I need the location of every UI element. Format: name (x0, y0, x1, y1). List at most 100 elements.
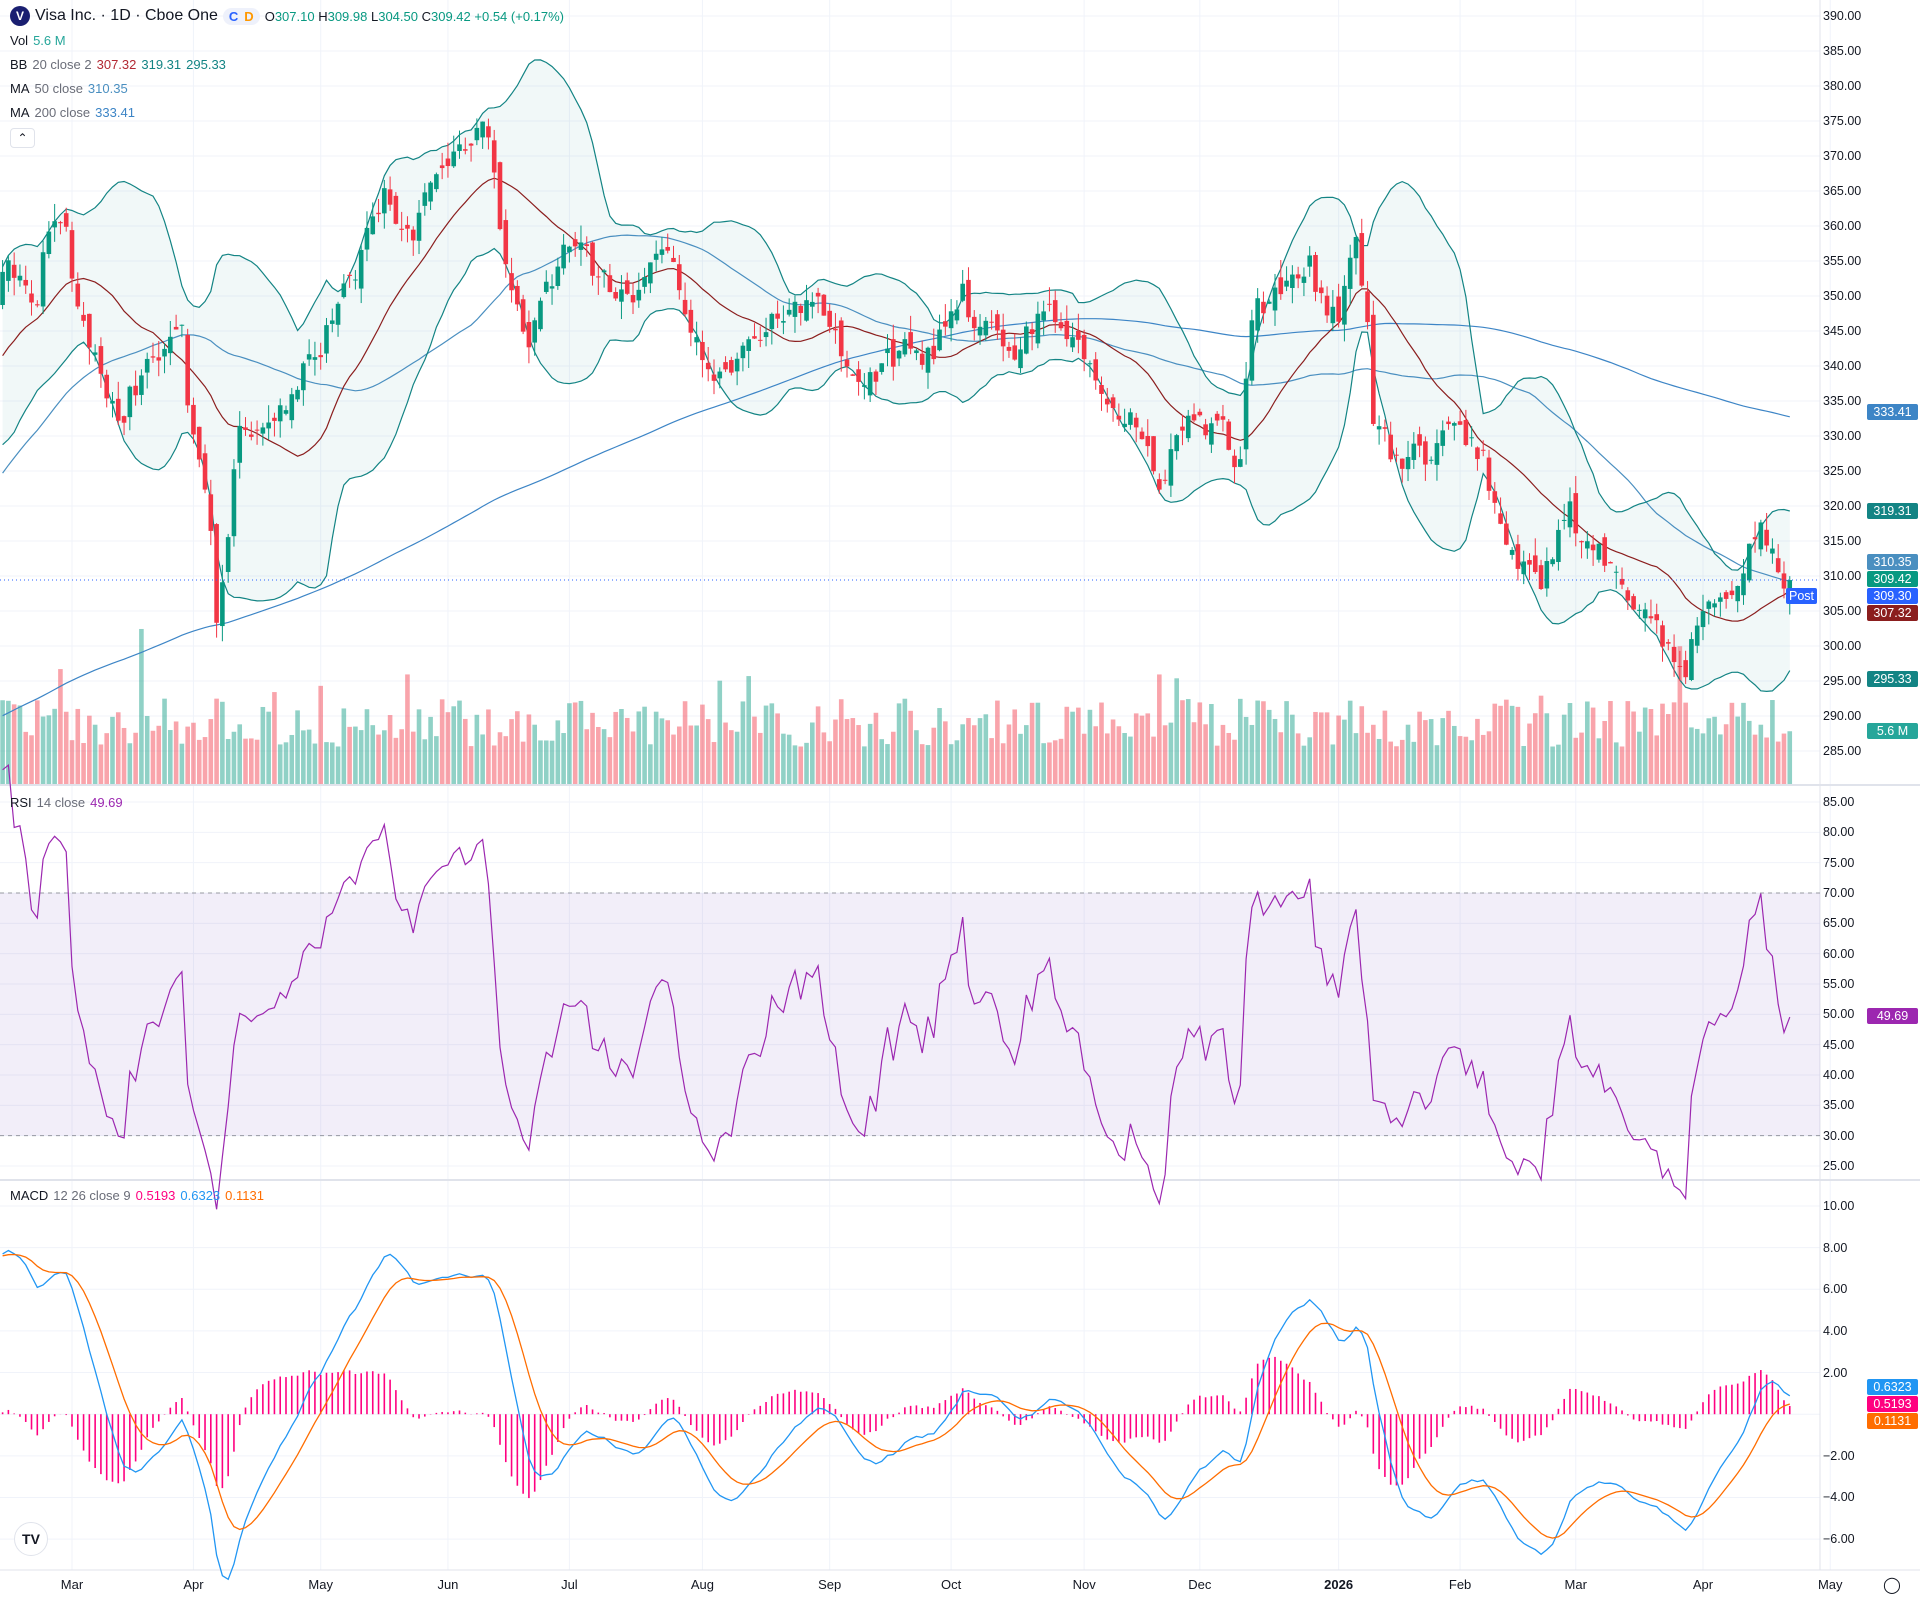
volume-bar (6, 700, 11, 785)
candle-body (1018, 349, 1023, 369)
candle-body (833, 328, 838, 331)
volume-bar (312, 743, 318, 785)
volume-bar (885, 744, 890, 785)
settings-gear-icon[interactable]: ◯ (1883, 1577, 1901, 1594)
ma200-legend[interactable]: MA 200 close 333.41 (10, 105, 135, 120)
volume-bar (1411, 741, 1417, 785)
candle-body (1122, 423, 1127, 428)
volume-bar (1128, 736, 1133, 785)
chevron-up-icon: ⌃ (17, 131, 28, 145)
bb-legend[interactable]: BB 20 close 2 307.32 319.31 295.33 (10, 57, 226, 72)
candle-body (532, 320, 537, 343)
rsi-tick-label: 80.00 (1823, 825, 1855, 840)
volume-bar (1209, 704, 1214, 785)
candle-body (1226, 421, 1232, 450)
candle-body (231, 469, 237, 537)
candle-body (1104, 398, 1110, 405)
rsi-tick-label: 45.00 (1823, 1037, 1855, 1052)
volume-bar (694, 725, 699, 785)
volume-bar (503, 736, 509, 785)
rsi-tick-label: 65.00 (1823, 916, 1855, 931)
volume-bar (509, 719, 514, 785)
macd-legend[interactable]: MACD 12 26 close 9 0.5193 0.6323 0.1131 (10, 1188, 264, 1203)
candle-body (0, 271, 5, 305)
volume-bar (1440, 718, 1446, 785)
volume-bar (810, 722, 815, 785)
volume-bar (115, 712, 121, 785)
candle-body (1180, 426, 1185, 431)
candle-body (1428, 459, 1434, 461)
bb-params: 20 close 2 (32, 57, 92, 72)
volume-bar (1683, 702, 1688, 785)
price-tick-label: 345.00 (1823, 324, 1862, 338)
symbol-title[interactable]: Visa Inc. · 1D · Cboe One (35, 7, 218, 24)
candle-body (827, 310, 832, 327)
volume-bar (457, 700, 462, 785)
candle-body (601, 270, 607, 273)
ma50-params: 50 close (34, 81, 83, 96)
candle-body (948, 311, 954, 329)
price-tick-label: 320.00 (1823, 499, 1862, 513)
volume-bar (0, 700, 5, 785)
volume-legend[interactable]: Vol 5.6 M (10, 33, 66, 48)
candle-body (1133, 417, 1139, 428)
rsi-legend[interactable]: RSI 14 close 49.69 (10, 795, 123, 810)
candle-body (1232, 455, 1237, 468)
volume-bar (474, 714, 480, 785)
session-status[interactable]: C D (222, 7, 260, 25)
ma50-legend[interactable]: MA 50 close 310.35 (10, 81, 128, 96)
price-tick-label: 385.00 (1823, 44, 1862, 58)
candle-body (462, 149, 468, 151)
volume-bar (1024, 725, 1029, 785)
volume-bar (1313, 711, 1318, 785)
volume-bar (543, 740, 549, 785)
rsi-tick-label: 35.00 (1823, 1098, 1855, 1113)
volume-bar (1660, 703, 1665, 785)
candle-body (1521, 561, 1527, 575)
volume-bar (1052, 740, 1058, 785)
volume-bar (688, 725, 694, 785)
macd-params: 12 26 close 9 (53, 1188, 131, 1203)
candle-body (428, 182, 433, 202)
volume-bar (185, 726, 190, 785)
candle-body (1613, 571, 1619, 573)
candle-body (931, 345, 937, 360)
volume-bar (1220, 724, 1226, 785)
collapse-legend-button[interactable]: ⌃ (10, 128, 35, 148)
volume-bar (260, 706, 266, 785)
volume-bar (1399, 739, 1405, 785)
candle-body (1382, 427, 1388, 429)
candle-body (1775, 558, 1781, 573)
candle-body (40, 252, 46, 307)
volume-bar (1214, 745, 1220, 785)
rsi-tick-label: 70.00 (1823, 886, 1855, 900)
tradingview-logo[interactable]: TV (14, 1522, 48, 1556)
volume-bar (648, 744, 653, 785)
volume-bar (786, 734, 792, 785)
volume-bar (1388, 741, 1393, 785)
ma50-line (2, 234, 1790, 582)
candle-body (1463, 419, 1469, 446)
candle-body (1024, 326, 1029, 354)
volume-bar (601, 729, 607, 785)
volume-bar (757, 732, 763, 785)
volume-bar (815, 706, 821, 785)
volume-bar (150, 730, 156, 785)
volume-bar (1035, 702, 1041, 785)
volume-bar (850, 718, 856, 785)
volume-bar (243, 738, 248, 785)
time-axis-label: Aug (690, 1577, 714, 1592)
volume-bar (445, 712, 451, 785)
candle-body (1723, 592, 1729, 599)
volume-bar (925, 745, 931, 785)
volume-bar (1417, 711, 1422, 785)
candle-body (653, 253, 659, 260)
volume-bar (1671, 702, 1677, 785)
candle-body (902, 339, 908, 355)
candle-body (353, 279, 358, 281)
candle-body (1394, 454, 1399, 456)
time-axis-label: Apr (1692, 1577, 1714, 1592)
volume-bar (92, 724, 98, 785)
volume-bar (410, 731, 416, 785)
